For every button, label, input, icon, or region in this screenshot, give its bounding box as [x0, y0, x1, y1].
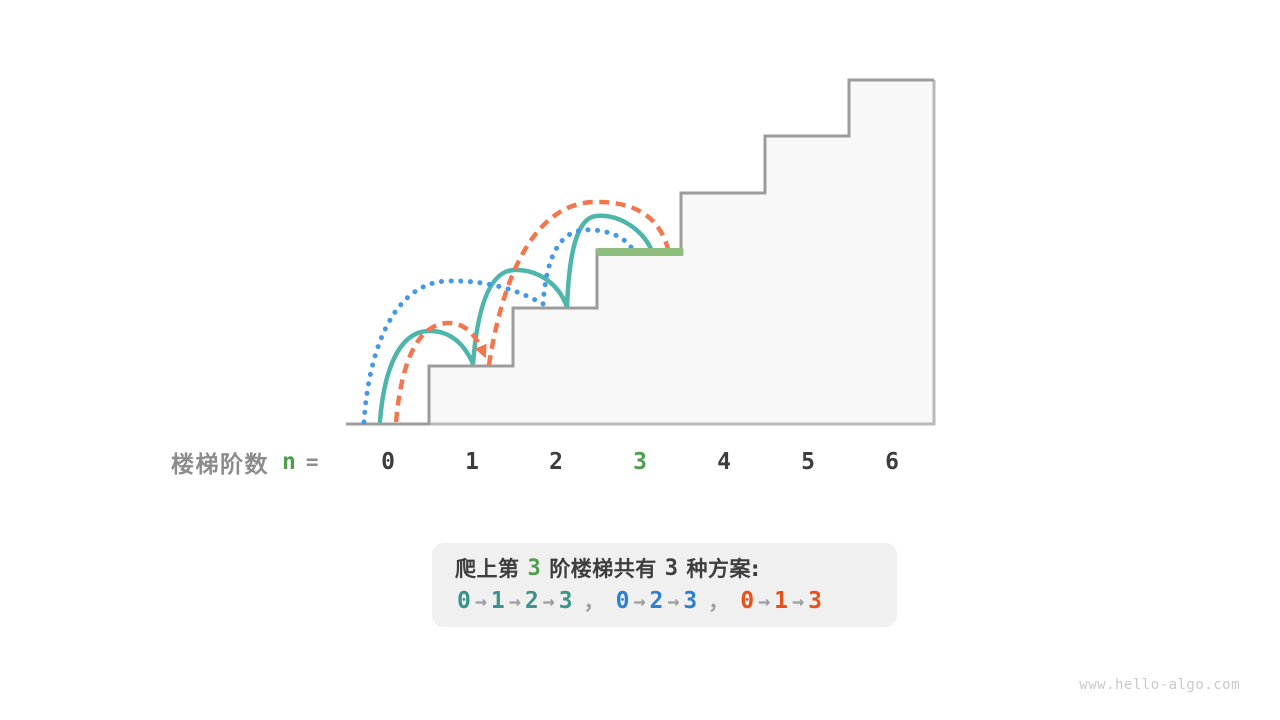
route-0-2-3-step-3: 3 [683, 588, 698, 614]
route-0-1-2-3-step-0: 0 [457, 588, 471, 614]
caption-box: 爬上第 3 阶楼梯共有 3 种方案: 0 → 1 → 2 → 3， 0 → 2 → 3， 0 → 1 → 3 [432, 543, 897, 627]
step-3-highlight [596, 248, 684, 256]
arrow-icon: → [474, 589, 487, 613]
route-0-1-2-3-arc [377, 213, 655, 424]
route-0-1-3-arc-second-hop [486, 199, 671, 366]
arrow-icon: → [667, 589, 680, 613]
caption-step-number: 3 [527, 555, 542, 581]
axis-label: 楼梯阶数 [171, 452, 269, 478]
route-0-2-3-step-2: 2 [649, 588, 664, 614]
axis-number-5: 5 [801, 449, 815, 475]
route-0-1-3-step-3: 3 [808, 588, 822, 614]
axis-variable-n: n [282, 449, 296, 475]
route-0-2-3-step-0: 0 [615, 588, 630, 614]
watermark: www.hello-algo.com [1079, 677, 1240, 693]
staircase-wall-border [429, 80, 936, 426]
caption-line1: 爬上第 3 阶楼梯共有 3 种方案: [455, 553, 897, 583]
route-separator: ， [583, 590, 605, 614]
arrow-icon: → [542, 589, 555, 613]
arrow-icon: → [633, 589, 646, 613]
axis-number-2: 2 [549, 449, 563, 475]
route-0-1-2-3-step-1: 1 [490, 588, 505, 614]
arrow-icon: → [792, 589, 805, 613]
route-0-1-3-step-1: 1 [774, 588, 789, 614]
step-axis-numbers: 0 1 2 3 4 5 6 [346, 448, 934, 476]
route-0-1-2-3-step-2: 2 [524, 588, 539, 614]
axis-number-1: 1 [465, 449, 479, 475]
route-0-1-3-step-0: 0 [740, 588, 755, 614]
axis-number-4: 4 [717, 449, 731, 475]
route-separator: ， [708, 590, 730, 614]
axis-number-6: 6 [885, 449, 899, 475]
route-0-2-3-arc [361, 227, 634, 425]
route-0-1-3-arc-first-hop [393, 320, 487, 423]
caption-post-text: 种方案: [686, 557, 760, 581]
axis-number-3: 3 [633, 449, 647, 475]
caption-mid-text: 阶楼梯共有 [549, 557, 657, 581]
axis-number-0: 0 [381, 449, 395, 475]
arrow-icon: → [508, 589, 521, 613]
axis-equals-sign: = [305, 450, 319, 474]
caption-routes-line: 0 → 1 → 2 → 3， 0 → 2 → 3， 0 → 1 → 3 [455, 585, 897, 617]
arrow-icon: → [758, 589, 771, 613]
route-0-1-2-3-step-3: 3 [558, 588, 573, 614]
axis-label-row: 楼梯阶数 n = [171, 448, 319, 478]
caption-count-number: 3 [664, 555, 679, 581]
caption-pre-text: 爬上第 [455, 557, 520, 581]
